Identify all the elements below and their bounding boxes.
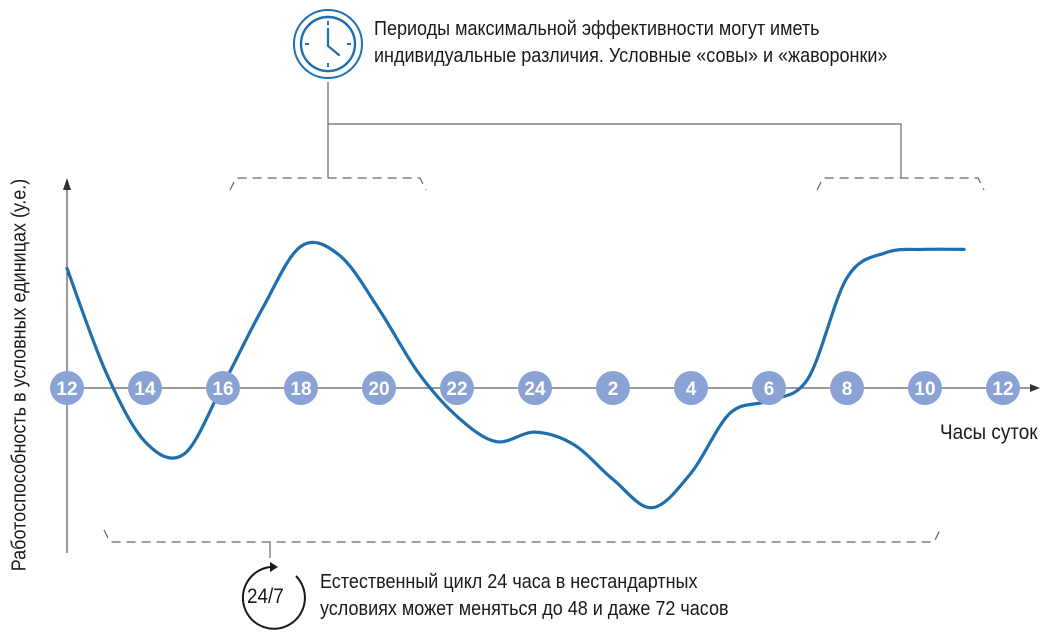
tick-label: 10 (914, 379, 935, 400)
tick-marker (206, 371, 240, 405)
tick-label: 20 (368, 379, 389, 400)
tick-label: 18 (290, 379, 311, 400)
tick-label: 8 (842, 379, 853, 400)
tick-label: 14 (134, 379, 156, 400)
y-axis-arrow (63, 178, 71, 190)
top-right-bracket (816, 177, 985, 191)
cycle-arrow-arc (241, 566, 306, 630)
cycle-arrow-head (270, 562, 278, 572)
tick-marker (518, 371, 552, 405)
tick-marker (986, 371, 1020, 405)
brackets (103, 82, 985, 558)
tick-markers: 12 14 16 18 20 22 24 2 4 6 8 10 12 (50, 371, 1020, 405)
tick-marker (50, 371, 84, 405)
top-annotation: Периоды максимальной эффективности могут… (374, 16, 887, 70)
tick-label: 16 (212, 379, 233, 400)
tick-marker (674, 371, 708, 405)
tick-marker (596, 371, 630, 405)
tick-marker (284, 371, 318, 405)
x-axis-arrow (1030, 384, 1040, 392)
top-annotation-line-1: Периоды максимальной эффективности могут… (374, 18, 820, 40)
tick-label: 4 (686, 379, 697, 400)
chart-axes (63, 178, 1040, 553)
clock-icon (293, 9, 363, 79)
tick-marker (752, 371, 786, 405)
x-axis-label: Часы суток (940, 421, 1038, 444)
top-annotation-line-2: индивидуальные различия. Условные «совы»… (374, 45, 888, 67)
tick-marker (830, 371, 864, 405)
tick-label: 12 (992, 379, 1013, 400)
series-line (65, 240, 966, 510)
bottom-annotation-line-1: Естественный цикл 24 часа в нестандартны… (320, 571, 698, 593)
y-axis-label: Работоспособность в условных единицах (у… (8, 178, 31, 572)
bottom-bracket (103, 529, 941, 543)
cycle-arrow-icon (241, 562, 306, 630)
bottom-annotation-line-2: условиях может меняться до 48 и даже 72 … (320, 598, 729, 620)
tick-label: 2 (608, 379, 619, 400)
cycle-badge-text: 24/7 (247, 585, 284, 608)
tick-label: 22 (446, 379, 467, 400)
tick-label: 24 (524, 379, 546, 400)
clock-hands (326, 27, 341, 57)
tick-marker (440, 371, 474, 405)
tick-marker (908, 371, 942, 405)
top-left-bracket (229, 177, 427, 191)
bottom-annotation: Естественный цикл 24 часа в нестандартны… (320, 569, 729, 623)
tick-marker (128, 371, 162, 405)
connector-top (328, 123, 902, 178)
tick-marker (362, 371, 396, 405)
tick-label: 12 (56, 379, 77, 400)
icons (241, 9, 363, 630)
tick-label: 6 (764, 379, 775, 400)
